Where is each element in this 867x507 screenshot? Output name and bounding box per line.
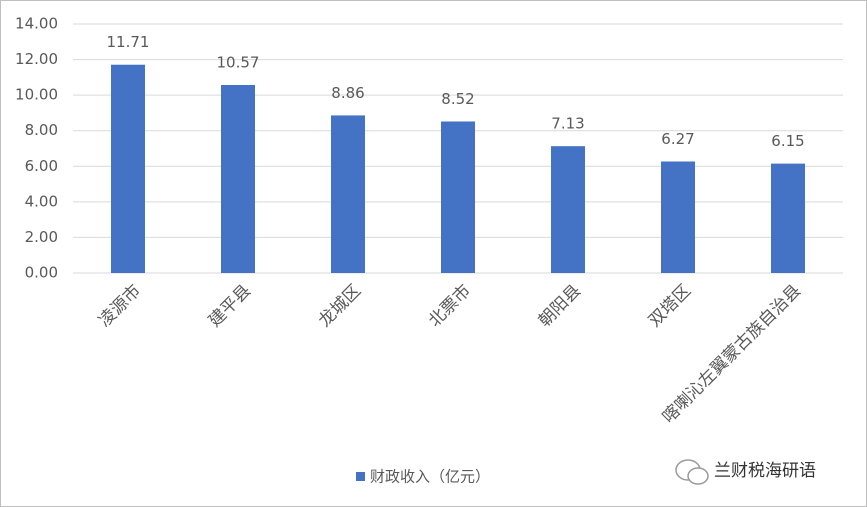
value-label: 6.15 (771, 132, 804, 150)
value-label: 6.27 (661, 130, 694, 148)
y-tick-label: 0.00 (25, 264, 58, 282)
bar (441, 121, 475, 273)
value-label: 7.13 (551, 115, 584, 133)
y-tick-label: 2.00 (25, 228, 58, 246)
legend-swatch (356, 472, 365, 481)
bar (661, 161, 695, 273)
bar (331, 115, 365, 273)
value-label: 11.71 (107, 33, 150, 51)
legend-label: 财政收入（亿元） (370, 468, 490, 486)
y-tick-label: 8.00 (25, 121, 58, 139)
watermark-text: 兰财税海研语 (714, 461, 816, 481)
y-tick-label: 10.00 (15, 86, 58, 104)
y-tick-label: 6.00 (25, 157, 58, 175)
bar (111, 64, 145, 274)
bar (221, 85, 255, 273)
value-label: 10.57 (217, 54, 260, 72)
y-tick-label: 12.00 (15, 50, 58, 68)
value-label: 8.52 (441, 90, 474, 108)
y-tick-label: 14.00 (15, 15, 58, 33)
value-label: 8.86 (331, 84, 364, 102)
y-tick-label: 4.00 (25, 192, 58, 210)
bar (551, 146, 585, 273)
watermark-icon (687, 467, 709, 485)
watermark: 兰财税海研语 (675, 459, 816, 485)
bar (771, 163, 805, 273)
